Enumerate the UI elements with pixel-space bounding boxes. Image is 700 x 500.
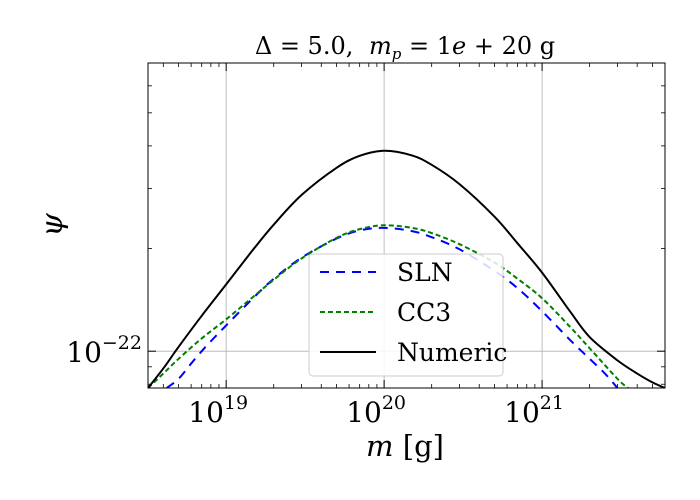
y-tick-label: 10−22 (66, 332, 142, 369)
series-line-cc3 (148, 224, 629, 388)
legend-box (308, 253, 504, 377)
series-layer (148, 149, 665, 388)
x-tick-label: 1021 (504, 392, 564, 429)
x-tick-label: 1020 (346, 392, 406, 429)
series-line-numeric (148, 149, 665, 388)
series-line-sln (166, 226, 619, 388)
legend-label-sln: SLN (397, 258, 453, 287)
tick-labels: 1019 1020 1021 10−22 (66, 332, 564, 429)
y-axis-label: ψ (35, 213, 70, 237)
plot-frame (147, 62, 666, 389)
x-tick-label: 1019 (188, 392, 248, 429)
x-axis-label: m [g] (366, 429, 444, 463)
legend-label-cc3: CC3 (397, 298, 451, 327)
legend-label-numeric: Numeric (397, 338, 507, 367)
legend-entries: SLN CC3 Numeric (320, 258, 507, 367)
axis-ticks (148, 62, 666, 388)
legend: SLN CC3 Numeric (308, 253, 507, 377)
chart-title: Δ = 5.0, mp = 1e + 20 g (255, 32, 555, 63)
